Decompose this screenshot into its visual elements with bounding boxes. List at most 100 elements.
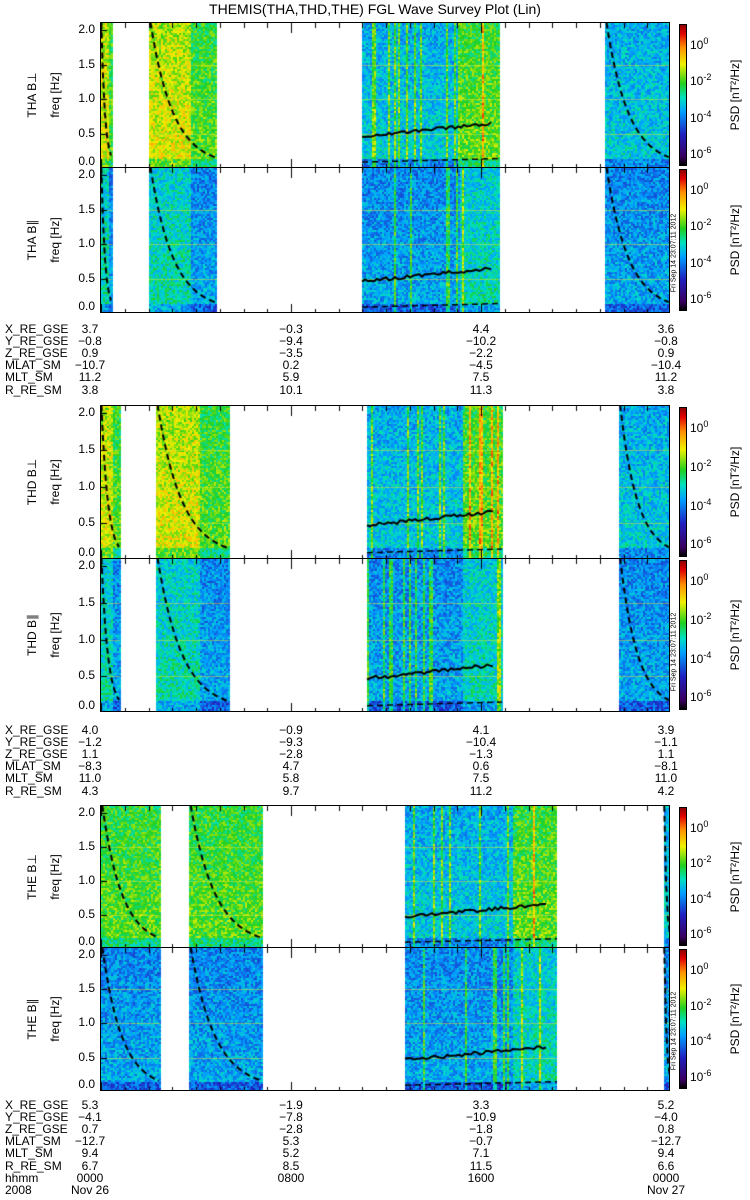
timestamp-stamp: Fri Sep 14 23:07:11 2012 xyxy=(670,611,678,693)
ephemeris-value: 5.3 xyxy=(282,1134,300,1149)
ephemeris-label: MLT_SM xyxy=(5,1146,53,1161)
colorbar-tick-exponent: 0 xyxy=(703,572,709,582)
y-tick-label: 0.5 xyxy=(78,668,95,683)
colorbar-label: PSD [nT²/Hz] xyxy=(728,983,742,1055)
spectrogram-image xyxy=(101,806,669,947)
ephemeris-value: 11.2 xyxy=(469,783,493,798)
y-tick-label: 2.0 xyxy=(78,405,95,420)
colorbar-tick-base: 10 xyxy=(690,926,704,941)
ephemeris-value: 4.0 xyxy=(81,723,99,737)
y-tick-label: 0.0 xyxy=(78,934,95,948)
ephemeris-value: −12.7 xyxy=(650,1134,682,1149)
ephemeris-label: R_RE_SM xyxy=(5,783,62,798)
ephemeris-value: 5.2 xyxy=(657,1098,675,1112)
ephemeris-label: Z_RE_GSE xyxy=(5,747,68,762)
spectrogram-panel-thd-bperp xyxy=(100,405,670,559)
colorbar-tick-label: 10-6 xyxy=(690,1066,711,1084)
ephemeris-value: 6.7 xyxy=(81,1158,99,1173)
colorbar-label: PSD [nT²/Hz] xyxy=(728,59,742,131)
spectrogram-panel-thd-bpar xyxy=(100,558,670,712)
colorbar-tick-base: 10 xyxy=(690,651,704,666)
ephemeris-value: −10.2 xyxy=(465,334,497,349)
y-tick-label: 1.0 xyxy=(78,236,95,251)
ephemeris-value: 3.3 xyxy=(472,1098,490,1112)
colorbar-tick-exponent: -6 xyxy=(703,924,712,935)
ephemeris-value: 1.1 xyxy=(657,747,675,762)
ephemeris-value: 4.4 xyxy=(472,322,490,336)
spectrogram-image xyxy=(101,168,669,312)
panel-label: THA B∥ xyxy=(25,219,39,261)
colorbar-tick-base: 10 xyxy=(690,146,704,161)
colorbar-tick-exponent: -2 xyxy=(703,854,712,865)
colorbar xyxy=(679,560,687,710)
colorbar-tick-exponent: -2 xyxy=(703,72,712,83)
colorbar-tick-exponent: -4 xyxy=(703,108,712,119)
ephemeris-label: MLAT_SM xyxy=(5,358,61,373)
y-tick-label: 1.0 xyxy=(78,631,95,646)
ephemeris-value: −0.8 xyxy=(654,334,678,349)
ephemeris-value: −1.8 xyxy=(469,1122,493,1137)
y-tick-label: 0.0 xyxy=(78,154,95,168)
ephemeris-value: Nov 26 xyxy=(70,1182,110,1197)
ephemeris-label: MLT_SM xyxy=(5,370,53,385)
colorbar-tick-exponent: -2 xyxy=(703,610,712,621)
y-tick-label: 1.5 xyxy=(78,838,95,853)
colorbar-label: PSD [nT²/Hz] xyxy=(728,204,742,276)
colorbar-tick-label: 10-4 xyxy=(690,888,711,906)
ephemeris-value: 0000 xyxy=(76,1170,104,1185)
y-axis-label: freq [Hz] xyxy=(48,853,62,900)
ephemeris-value: 11.2 xyxy=(654,370,678,385)
colorbar xyxy=(679,169,687,311)
ephemeris-value: −0.3 xyxy=(279,322,303,336)
y-tick-label: 1.5 xyxy=(78,595,95,609)
ephemeris-label: R_RE_SM xyxy=(5,1158,62,1173)
ephemeris-value: 3.9 xyxy=(657,723,675,737)
colorbar-tick-base: 10 xyxy=(690,574,704,588)
spectrogram-panel-the-bperp xyxy=(100,805,670,948)
y-axis-label: freq [Hz] xyxy=(48,612,62,658)
colorbar-tick-exponent: -6 xyxy=(703,1067,712,1078)
colorbar-tick-base: 10 xyxy=(690,998,704,1013)
colorbar-tick-base: 10 xyxy=(690,891,704,906)
ephemeris-value: 0800 xyxy=(277,1170,305,1185)
colorbar-tick-label: 100 xyxy=(690,179,708,197)
colorbar-tick-base: 10 xyxy=(690,1034,704,1049)
colorbar-tick-base: 10 xyxy=(690,1069,704,1084)
colorbar-tick-label: 100 xyxy=(690,959,708,977)
spectrogram-image xyxy=(101,948,669,1090)
colorbar xyxy=(679,24,687,166)
y-tick-label: 1.5 xyxy=(78,56,95,71)
ephemeris-value: 3.8 xyxy=(657,382,675,397)
colorbar-tick-base: 10 xyxy=(690,421,704,435)
ephemeris-value: 6.6 xyxy=(657,1158,675,1173)
colorbar-tick-base: 10 xyxy=(690,690,704,705)
ephemeris-value: 11.3 xyxy=(469,382,493,397)
ephemeris-value: −3.5 xyxy=(279,346,303,361)
colorbar-tick-exponent: -4 xyxy=(703,1032,712,1043)
colorbar-tick-exponent: -2 xyxy=(703,217,712,228)
colorbar-tick-label: 10-6 xyxy=(690,143,711,161)
colorbar-tick-base: 10 xyxy=(690,856,704,871)
colorbar-tick-exponent: -2 xyxy=(703,996,712,1007)
ephemeris-value: 3.6 xyxy=(657,322,675,336)
spectrogram-image xyxy=(101,23,669,167)
colorbar-tick-exponent: -4 xyxy=(703,496,712,507)
ephemeris-value: 11.0 xyxy=(654,771,678,786)
colorbar-tick-label: 10-2 xyxy=(690,70,711,88)
colorbar-tick-label: 10-6 xyxy=(690,686,711,704)
y-tick-label: 0.5 xyxy=(78,906,95,921)
colorbar-tick-base: 10 xyxy=(690,255,704,270)
ephemeris-value: 11.2 xyxy=(78,370,102,385)
ephemeris-value: 4.7 xyxy=(282,759,300,774)
y-tick-label: 1.0 xyxy=(78,91,95,106)
ephemeris-label: hhmm xyxy=(5,1170,39,1185)
ephemeris-value: −10.4 xyxy=(650,358,682,373)
y-tick-label: 2.0 xyxy=(78,167,95,181)
ephemeris-value: −2.2 xyxy=(469,346,493,361)
ephemeris-value: −9.3 xyxy=(279,735,303,750)
colorbar-tick-exponent: -6 xyxy=(703,535,712,546)
y-tick-label: 1.5 xyxy=(78,201,95,216)
colorbar-tick-exponent: -6 xyxy=(703,289,712,300)
ephemeris-label: X_RE_GSE xyxy=(5,723,69,737)
ephemeris-value: −0.8 xyxy=(78,334,102,349)
